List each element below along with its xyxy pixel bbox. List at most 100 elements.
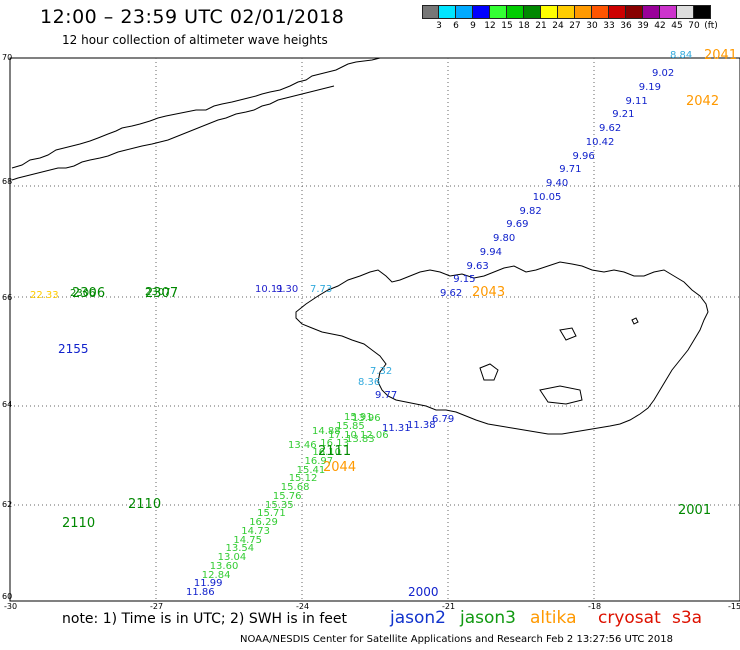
colorbar-swatch: [694, 5, 711, 19]
track-value-label: 9.19: [638, 81, 662, 93]
colorbar-tick-label: 30: [586, 21, 598, 31]
lat-label-68: 68: [2, 177, 13, 186]
track-value-label: 10.42: [585, 136, 615, 148]
colorbar-swatch: [439, 5, 456, 19]
colorbar-tick-label: 70: [688, 21, 700, 31]
lat-label-62: 62: [2, 500, 13, 509]
iceland-glacier: [539, 385, 583, 405]
colorbar-tick-label: 12: [484, 21, 496, 31]
lon-label-minus24: -24: [296, 602, 310, 611]
track-value-label: 17.10: [328, 429, 357, 441]
track-value-label: 15.12: [288, 473, 318, 485]
track-value-label: 14.73: [241, 525, 270, 537]
legend-jason2: jason2: [390, 608, 446, 628]
track-value-label: 2307: [145, 287, 171, 298]
colorbar-swatch: [422, 5, 439, 19]
colorbar-tick-label: (ft): [704, 21, 718, 31]
colorbar-labels: 3 6 9 12 15 18 21 24 27 30 33 36 39 42 45 70 (ft): [422, 19, 718, 31]
colorbar-tick-label: 3: [436, 21, 442, 31]
jason3-pass-id: 2306: [72, 286, 106, 301]
track-value-label: 16.29: [249, 517, 278, 528]
track-value-label: 8.36: [358, 377, 381, 388]
jason3-pass-id: 2111: [318, 444, 352, 459]
colorbar-swatch: [524, 5, 541, 19]
track-value-label: 13.46: [288, 440, 317, 451]
colorbar-swatch: [456, 5, 473, 19]
legend-s3a: s3a: [672, 608, 703, 628]
track-value-label: 15.71: [257, 508, 286, 520]
island-small: [631, 317, 639, 325]
colorbar-tick-label: 9: [470, 21, 476, 31]
colorbar-tick-label: 33: [603, 21, 615, 31]
lat-label-66: 66: [2, 293, 13, 302]
colorbar-tick-label: 6: [453, 21, 459, 31]
track-value-label: 22.33: [30, 290, 59, 301]
track-value-label: 15.68: [280, 482, 310, 493]
jason3-pass-id: 2110: [62, 516, 96, 531]
iceland-lake-2: [559, 327, 577, 341]
legend-cryosat: cryosat: [598, 608, 661, 628]
track-value-label: 9.94: [479, 246, 503, 258]
lon-label-minus30: -30: [4, 602, 18, 611]
track-value-label: 12.06: [360, 430, 389, 441]
lat-label-70: 70: [2, 53, 13, 62]
track-value-label: 11.99: [193, 578, 223, 590]
lon-label-minus27: -27: [150, 602, 164, 611]
greenland-coast: [11, 57, 381, 169]
greenland-coast-inner: [11, 85, 335, 181]
lon-label-minus21: -21: [442, 602, 456, 611]
altika-pass-id: 2041: [704, 48, 738, 63]
colorbar-tick-label: 24: [552, 21, 564, 31]
jason3-pass-id: 2110: [128, 497, 162, 512]
track-value-label: 9.40: [546, 178, 569, 189]
map-subtitle: 12 hour collection of altimeter wave hei…: [62, 33, 328, 47]
colorbar-swatch: [677, 5, 694, 19]
track-value-label: 13.04: [217, 552, 247, 563]
track-value-label: 13.83: [346, 434, 375, 445]
track-value-label: 6.79: [432, 414, 455, 425]
colorbar-swatch: [626, 5, 643, 19]
track-value-label: 15.91: [344, 412, 373, 423]
track-value-label: 15.85: [336, 420, 365, 432]
track-value-label: 16.97: [304, 455, 334, 467]
track-value-label: 9.71: [559, 164, 582, 176]
colorbar-swatch: [609, 5, 626, 19]
track-value-label: 9.62: [440, 288, 463, 299]
track-value-label: 15.41: [296, 464, 326, 476]
lat-label-60: 60: [2, 592, 13, 601]
jason3-pass-id: 2001: [678, 503, 712, 518]
track-value-label: 11.86: [186, 587, 215, 598]
track-value-label: 13.54: [225, 543, 255, 555]
colorbar-tick-label: 39: [637, 21, 649, 31]
altika-pass-id: 2042: [686, 94, 720, 109]
colorbar-tick-label: 42: [654, 21, 666, 31]
track-value-label: 12.84: [201, 569, 231, 581]
legend-note: note: 1) Time is in UTC; 2) SWH is in fe…: [62, 611, 348, 627]
colorbar-swatch: [473, 5, 490, 19]
wave-height-colorbar: 3 6 9 12 15 18 21 24 27 30 33 36 39 42 45 70 (ft): [422, 5, 718, 31]
legend-jason3: jason3: [460, 608, 516, 628]
lon-label-minus18: -18: [588, 602, 602, 611]
track-value-label: 8.84: [670, 50, 693, 61]
track-value-label: 16.13: [320, 438, 349, 450]
colorbar-swatches: [422, 5, 711, 19]
iceland-lake: [479, 363, 499, 381]
colorbar-tick-label: 36: [620, 21, 632, 31]
track-value-label: 14.75: [233, 534, 263, 546]
jason3-pass-id: 2307: [145, 286, 179, 301]
colorbar-tick-label: 21: [535, 21, 547, 31]
track-value-label: 10.05: [532, 191, 562, 203]
track-value-label: 7.32: [370, 366, 393, 377]
track-value-label: 14.88: [312, 426, 341, 437]
lat-label-64: 64: [2, 400, 13, 409]
map-frame: [9, 57, 740, 602]
colorbar-swatch: [541, 5, 558, 19]
lon-label-minus15: -15: [728, 602, 740, 611]
altika-pass-id: 2044: [323, 460, 357, 475]
track-value-label: 13.60: [209, 560, 239, 572]
track-value-label: 13.96: [352, 413, 381, 424]
colorbar-tick-label: 18: [518, 21, 530, 31]
track-value-label: 9.69: [506, 219, 529, 231]
